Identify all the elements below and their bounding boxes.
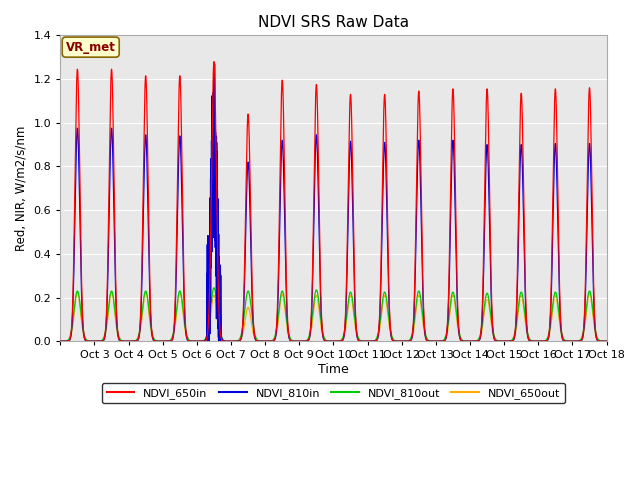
Legend: NDVI_650in, NDVI_810in, NDVI_810out, NDVI_650out: NDVI_650in, NDVI_810in, NDVI_810out, NDV… bbox=[102, 383, 564, 403]
Text: VR_met: VR_met bbox=[66, 41, 116, 54]
Title: NDVI SRS Raw Data: NDVI SRS Raw Data bbox=[258, 15, 409, 30]
X-axis label: Time: Time bbox=[318, 363, 349, 376]
Y-axis label: Red, NIR, W/m2/s/nm: Red, NIR, W/m2/s/nm bbox=[15, 126, 28, 251]
